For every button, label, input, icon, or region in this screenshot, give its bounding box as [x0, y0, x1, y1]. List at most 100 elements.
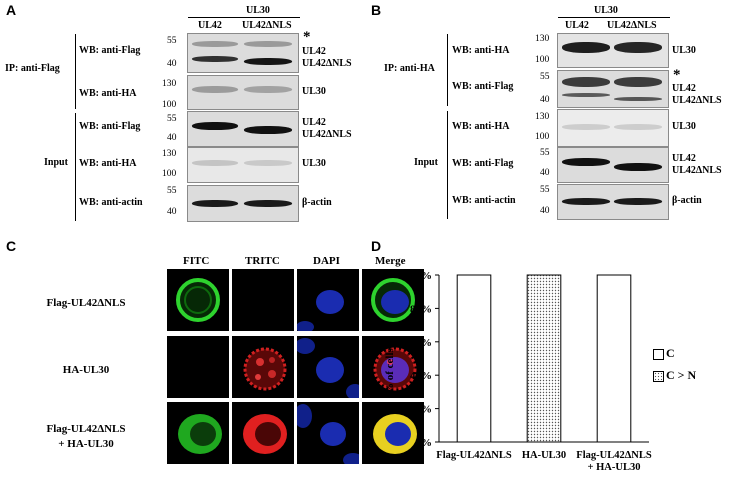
x-tick-label: + HA-UL30 [588, 462, 641, 473]
a-row2-tick-lo: 100 [162, 100, 177, 110]
c-r2-tritc-image [232, 336, 294, 398]
c-r1-fitc-image [167, 269, 229, 331]
a-row5-tick-hi: 55 [167, 186, 177, 196]
a-row2-wb: WB: anti-HA [79, 88, 137, 99]
a-row1-star: * [303, 29, 311, 45]
b-row4-tick-lo: 40 [540, 168, 550, 178]
b-row1-right: UL30 [672, 45, 696, 56]
c-r2-merge-image [362, 336, 424, 398]
b-row4-right2: UL42ΔNLS [672, 165, 722, 176]
panel-d-letter: D [371, 238, 382, 254]
a-row3-band [244, 126, 292, 134]
b-row1-tick-hi: 130 [535, 34, 550, 44]
legend-cn-label: C > N [666, 368, 697, 382]
a-row1-tick-lo: 40 [167, 59, 177, 69]
c-r2-dapi-image [297, 336, 359, 398]
x-tick-label: HA-UL30 [522, 450, 566, 461]
y-tick-label: 0% [416, 437, 433, 449]
b-top-title: UL30 [594, 5, 618, 16]
c-col-dapi: DAPI [313, 255, 340, 267]
a-row4-blot [187, 147, 299, 183]
b-row2-star: * [673, 67, 681, 83]
chart-d-ylabel: % of cells [384, 348, 396, 394]
a-top-rule [188, 17, 300, 18]
c-r1-dapi-image [297, 269, 359, 331]
c-col-merge: Merge [375, 255, 406, 267]
panel-a-letter: A [6, 2, 17, 18]
y-tick-label: 20% [410, 404, 432, 416]
a-row1-right1: UL42 [302, 46, 326, 57]
b-row4-blot [557, 147, 669, 183]
b-col-ul42: UL42 [565, 20, 589, 31]
a-row5-wb: WB: anti-actin [79, 197, 143, 208]
legend-c-swatch [653, 349, 664, 360]
chart-d-svg: 0% 20% 40% 60% 80% 100% Flag-UL42ΔNLS HA-UL30 Fl… [405, 270, 652, 473]
a-row2-band [244, 86, 292, 93]
b-row3-tick-lo: 100 [535, 132, 550, 142]
a-row2-right: UL30 [302, 86, 326, 97]
c-r3-dapi-image [297, 402, 359, 464]
b-row3-wb: WB: anti-HA [452, 121, 510, 132]
b-input-bracket [447, 111, 448, 219]
y-tick-label: 40% [410, 370, 432, 382]
b-row4-right1: UL42 [672, 153, 696, 164]
c-row1-label: Flag-UL42ΔNLS [46, 297, 126, 309]
c-r1-tritc-image [232, 269, 294, 331]
b-row4-tick-hi: 55 [540, 148, 550, 158]
a-row4-band [192, 160, 238, 166]
b-row2-band [614, 97, 662, 101]
a-top-title: UL30 [246, 5, 270, 16]
a-row5-right: β-actin [302, 197, 332, 208]
a-row3-wb: WB: anti-Flag [79, 121, 141, 132]
a-row2-band [192, 86, 238, 93]
a-col-ul42dnls: UL42ΔNLS [242, 20, 292, 31]
b-row2-tick-hi: 55 [540, 72, 550, 82]
a-row3-right2: UL42ΔNLS [302, 129, 352, 140]
a-row2-blot [187, 75, 299, 110]
a-row5-tick-lo: 40 [167, 207, 177, 217]
a-row1-band [244, 58, 292, 65]
bar-c-n [526, 274, 562, 443]
b-row2-band [562, 77, 610, 87]
a-row5-band [244, 200, 292, 207]
b-row4-band [614, 163, 662, 171]
c-row3-label2: + HA-UL30 [58, 438, 114, 450]
b-row2-tick-lo: 40 [540, 95, 550, 105]
b-row1-tick-lo: 100 [535, 55, 550, 65]
b-row5-band [562, 198, 610, 205]
c-col-tritc: TRITC [245, 255, 280, 267]
a-row4-tick-lo: 100 [162, 169, 177, 179]
a-row2-tick-hi: 130 [162, 79, 177, 89]
b-row1-band [562, 42, 610, 53]
b-row5-band [614, 198, 662, 205]
b-top-rule [558, 17, 670, 18]
b-row5-blot [557, 184, 669, 220]
a-input-label: Input [44, 157, 68, 168]
a-row3-tick-lo: 40 [167, 133, 177, 143]
x-tick-label: Flag-UL42ΔNLS [436, 450, 512, 461]
a-row4-right: UL30 [302, 158, 326, 169]
b-row2-right1: UL42 [672, 83, 696, 94]
legend-cn-swatch [653, 371, 664, 382]
a-row5-band [192, 200, 238, 207]
a-row1-band [192, 56, 238, 62]
b-row3-band [562, 124, 610, 130]
b-row2-right2: UL42ΔNLS [672, 95, 722, 106]
b-row5-right: β-actin [672, 195, 702, 206]
y-tick-label: 60% [410, 337, 432, 349]
bar-c [596, 274, 632, 443]
b-row5-tick-hi: 55 [540, 185, 550, 195]
a-row5-blot [187, 185, 299, 222]
a-row4-wb: WB: anti-HA [79, 158, 137, 169]
a-row4-tick-hi: 130 [162, 149, 177, 159]
b-row4-wb: WB: anti-Flag [452, 158, 514, 169]
c-r3-merge-image [362, 402, 424, 464]
b-row4-band [562, 158, 610, 166]
a-row1-band [192, 41, 238, 47]
panel-b-letter: B [371, 2, 382, 18]
a-row4-band [244, 160, 292, 166]
b-col-ul42dnls: UL42ΔNLS [607, 20, 657, 31]
bar-c [456, 274, 492, 443]
b-input-label: Input [414, 157, 438, 168]
a-row1-tick-hi: 55 [167, 36, 177, 46]
